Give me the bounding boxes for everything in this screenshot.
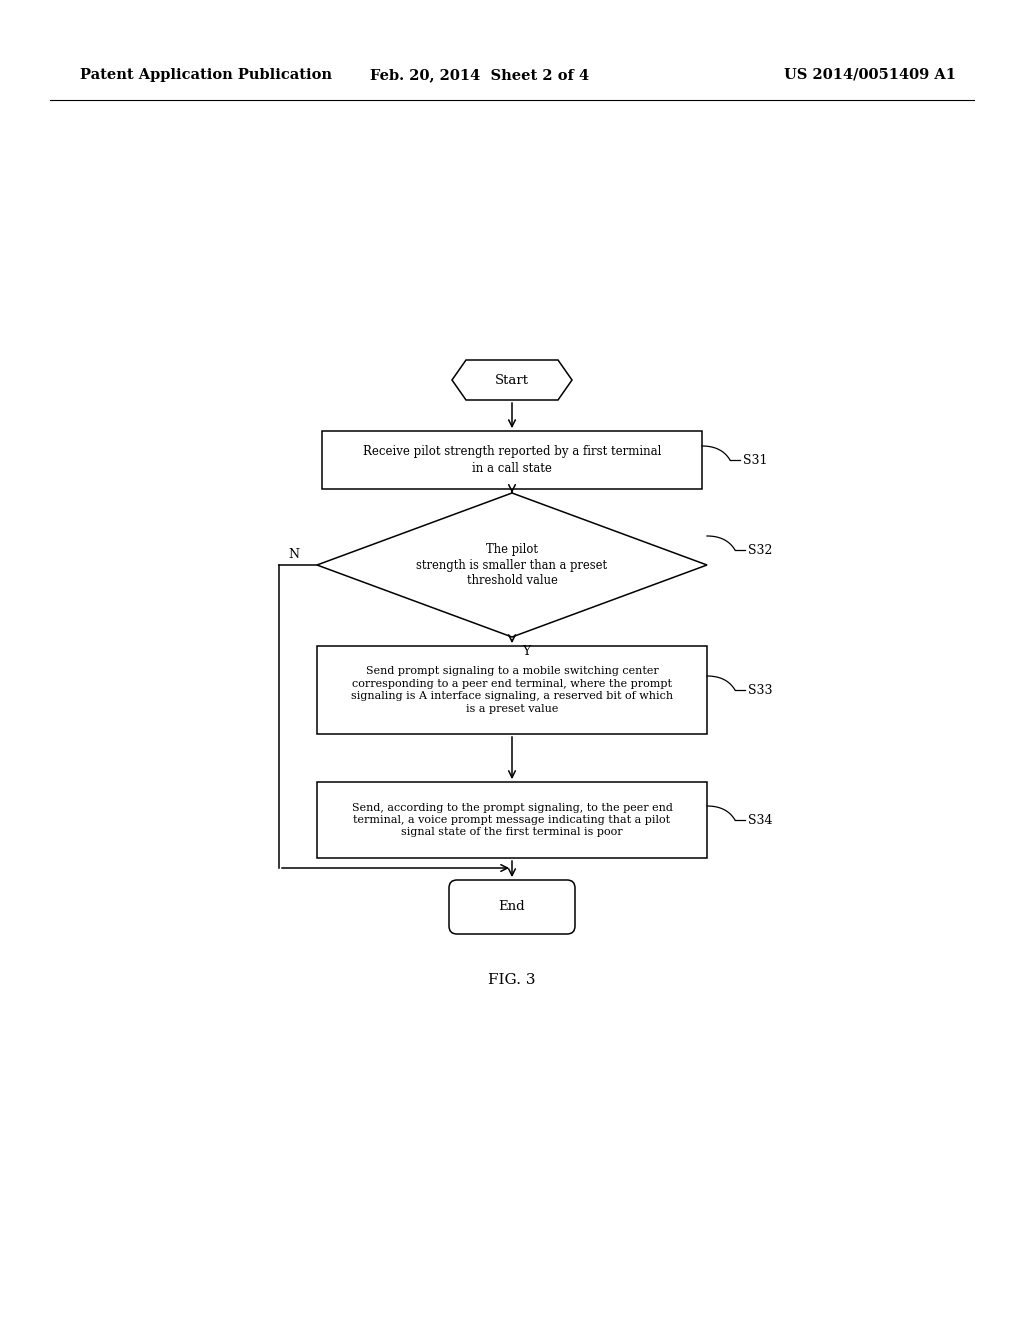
Text: Receive pilot strength reported by a first terminal
in a call state: Receive pilot strength reported by a fir…: [362, 446, 662, 474]
Bar: [322, 432, 702, 488]
Text: S31: S31: [743, 454, 768, 466]
Bar: [317, 781, 707, 858]
Text: S34: S34: [748, 813, 772, 826]
Text: Y: Y: [522, 645, 530, 657]
Text: N: N: [288, 549, 299, 561]
Bar: [317, 645, 707, 734]
Text: FIG. 3: FIG. 3: [488, 973, 536, 987]
Text: S32: S32: [748, 544, 772, 557]
Text: US 2014/0051409 A1: US 2014/0051409 A1: [784, 69, 956, 82]
Text: Feb. 20, 2014  Sheet 2 of 4: Feb. 20, 2014 Sheet 2 of 4: [371, 69, 590, 82]
Polygon shape: [452, 360, 572, 400]
Text: The pilot
strength is smaller than a preset
threshold value: The pilot strength is smaller than a pre…: [417, 543, 607, 587]
Text: Send prompt signaling to a mobile switching center
corresponding to a peer end t: Send prompt signaling to a mobile switch…: [351, 667, 673, 714]
FancyBboxPatch shape: [449, 880, 575, 935]
Text: S33: S33: [748, 684, 772, 697]
Polygon shape: [317, 492, 707, 638]
Text: Start: Start: [495, 374, 529, 387]
Text: Send, according to the prompt signaling, to the peer end
terminal, a voice promp: Send, according to the prompt signaling,…: [351, 803, 673, 837]
Text: End: End: [499, 900, 525, 913]
Text: Patent Application Publication: Patent Application Publication: [80, 69, 332, 82]
